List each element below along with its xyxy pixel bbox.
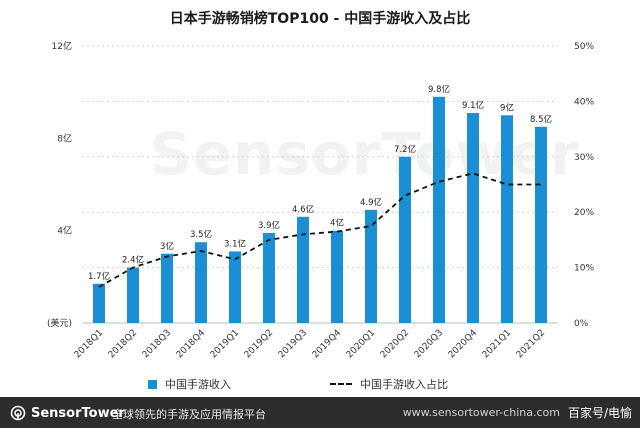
- x-tick-label: 2019Q4: [311, 328, 344, 361]
- x-tick-label: 2021Q2: [515, 328, 547, 360]
- bar-data-label: 9亿: [500, 102, 514, 113]
- x-tick-label: 2020Q2: [379, 328, 411, 360]
- legend-item-bar: 中国手游收入: [148, 376, 231, 392]
- y2-tick-label: 20%: [574, 208, 594, 218]
- y2-tick-label: 30%: [574, 153, 594, 163]
- y2-tick-label: 10%: [574, 264, 594, 274]
- footer-brand: SensorTower: [31, 405, 125, 421]
- bar: [365, 209, 377, 323]
- footer-bar: SensorTower 全球领先的手游及应用情报平台 www.sensortow…: [0, 397, 640, 428]
- bar-data-label: 3.1亿: [224, 238, 246, 249]
- y-tick-label: 4亿: [57, 225, 72, 237]
- x-tick-label: 2020Q1: [345, 328, 377, 360]
- legend-item-line: 中国手游收入占比: [330, 376, 448, 392]
- bar: [331, 230, 343, 323]
- bar: [127, 267, 139, 323]
- bar-data-label: 4亿: [330, 218, 344, 229]
- bar: [263, 232, 275, 323]
- bar: [229, 251, 241, 323]
- legend-label-bar: 中国手游收入: [165, 378, 231, 391]
- x-tick-label: 2018Q3: [141, 328, 173, 360]
- y2-tick-label: 40%: [574, 97, 594, 107]
- legend-swatch-bar: [148, 379, 157, 389]
- x-tick-label: 2019Q2: [243, 328, 275, 360]
- y-tick-label: (美元): [47, 317, 72, 329]
- x-tick-label: 2020Q3: [413, 328, 445, 360]
- x-tick-label: 2019Q3: [277, 328, 309, 360]
- bar-data-label: 8.5亿: [530, 114, 552, 125]
- x-tick-label: 2021Q1: [481, 328, 513, 360]
- x-tick-label: 2018Q4: [175, 328, 208, 361]
- bar: [433, 96, 445, 324]
- bar-data-label: 9.8亿: [428, 84, 450, 95]
- footer-credit: 百家号/电愉: [567, 406, 632, 420]
- legend-swatch-line: [330, 383, 352, 385]
- bar: [195, 242, 207, 323]
- x-tick-label: 2018Q1: [73, 328, 105, 360]
- sensortower-logo-icon: [10, 405, 26, 421]
- chart-plot: 0% 10% 20% 30% 40% 50% (美元) 4亿 8亿 12亿 1.7亿 2.4亿 3亿 3.…: [47, 40, 594, 361]
- bar: [161, 253, 173, 323]
- bar-data-label: 4.9亿: [360, 197, 382, 208]
- y2-tick-label: 50%: [574, 42, 594, 52]
- bar: [297, 216, 309, 323]
- chart-title: 日本手游畅销榜TOP100 - 中国手游收入及占比: [169, 11, 471, 27]
- bar-data-label: 4.6亿: [292, 204, 314, 215]
- bar: [501, 115, 513, 323]
- y-tick-label: 8亿: [57, 132, 72, 144]
- bar-data-label: 3.5亿: [190, 229, 212, 240]
- bar-data-label: 2.4亿: [122, 255, 144, 266]
- bar-data-label: 9.1亿: [462, 100, 484, 111]
- bar: [93, 283, 105, 323]
- x-tick-label: 2020Q4: [447, 328, 480, 361]
- bar-data-label: 1.7亿: [88, 271, 110, 282]
- legend-label-line: 中国手游收入占比: [360, 378, 448, 391]
- x-tick-label: 2019Q1: [209, 328, 241, 360]
- footer-logo: SensorTower: [10, 405, 125, 421]
- bar: [467, 112, 479, 323]
- x-tick-label: 2018Q2: [107, 328, 139, 360]
- bar: [399, 156, 411, 323]
- footer-tagline: 全球领先的手游及应用情报平台: [112, 408, 266, 421]
- bar: [535, 126, 547, 324]
- share-line: [98, 172, 541, 288]
- y-tick-label: 12亿: [52, 40, 72, 52]
- bar-data-label: 3.9亿: [258, 220, 280, 231]
- footer-url: www.sensortower-china.com: [402, 406, 560, 419]
- bar-data-label: 3亿: [160, 241, 174, 252]
- bar-data-label: 7.2亿: [394, 144, 416, 155]
- y2-tick-label: 0%: [574, 319, 589, 329]
